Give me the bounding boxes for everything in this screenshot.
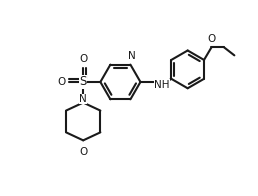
- Text: N: N: [79, 94, 87, 104]
- Text: NH: NH: [154, 80, 170, 90]
- Text: O: O: [57, 77, 66, 87]
- Text: O: O: [207, 34, 216, 44]
- Text: S: S: [79, 75, 87, 88]
- Text: N: N: [128, 51, 135, 61]
- Text: O: O: [79, 54, 87, 64]
- Text: O: O: [79, 147, 87, 157]
